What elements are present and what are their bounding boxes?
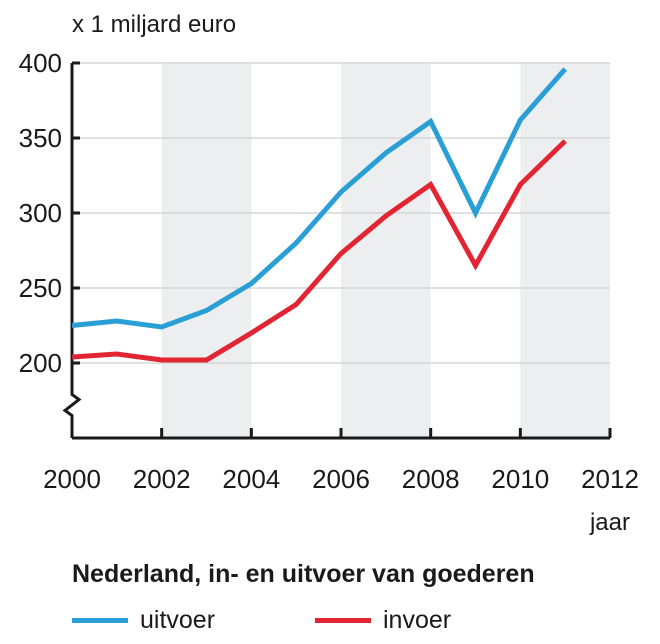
x-tick-label-2004: 2004 — [222, 464, 280, 494]
shaded-band-1 — [341, 63, 431, 438]
chart-title: Nederland, in- en uitvoer van goederen — [72, 560, 535, 588]
x-tick-label-2000: 2000 — [43, 464, 101, 494]
gridlines — [72, 62, 610, 364]
legend-label-uitvoer: uitvoer — [140, 606, 216, 634]
axes — [62, 61, 612, 440]
shaded-bands — [161, 63, 610, 438]
shaded-band-2 — [520, 63, 610, 438]
tick-labels: 2000 2002 2004 2006 2008 2010 2012 200 250 300 350… — [19, 48, 639, 494]
x-tick-label-2012: 2012 — [581, 464, 639, 494]
y-axis-line — [62, 63, 82, 438]
y-axis-unit-label: x 1 miljard euro — [72, 11, 236, 38]
series-line-uitvoer — [71, 67, 568, 330]
line-chart: 2000 2002 2004 2006 2008 2010 2012 200 250 300 350… — [19, 11, 639, 536]
y-tick-label-350: 350 — [19, 123, 62, 153]
legend: uitvoer invoer — [0, 606, 660, 640]
legend-swatch-invoer — [315, 618, 371, 623]
legend-item-uitvoer: uitvoer — [72, 606, 215, 635]
y-tick-label-300: 300 — [19, 198, 62, 228]
x-tick-label-2006: 2006 — [312, 464, 370, 494]
shaded-band-0 — [161, 63, 252, 438]
x-tick-label-2002: 2002 — [133, 464, 191, 494]
series-line-invoer — [71, 139, 567, 363]
series-lines — [71, 67, 568, 363]
x-tick-label-2008: 2008 — [402, 464, 460, 494]
legend-item-invoer: invoer — [315, 606, 451, 635]
y-tick-label-400: 400 — [19, 48, 62, 78]
legend-label-invoer: invoer — [383, 606, 452, 634]
x-tick-label-2010: 2010 — [491, 464, 549, 494]
legend-swatch-uitvoer — [72, 618, 128, 623]
x-axis-label: jaar — [589, 509, 630, 536]
y-tick-label-250: 250 — [19, 273, 62, 303]
y-tick-label-200: 200 — [19, 348, 62, 378]
